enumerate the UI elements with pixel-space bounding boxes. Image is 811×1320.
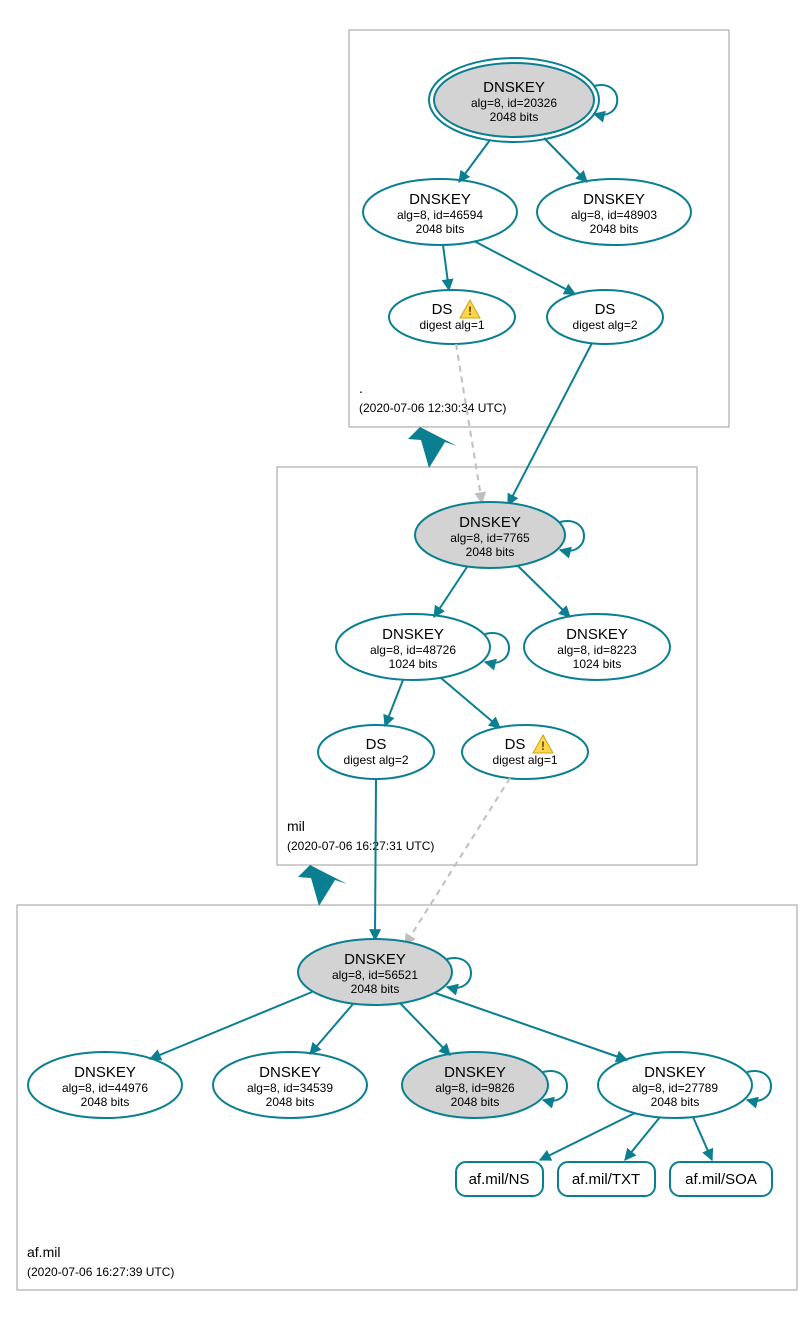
- node-af-ksk: DNSKEY alg=8, id=56521 2048 bits: [298, 939, 452, 1005]
- node-af-k3-title: DNSKEY: [444, 1064, 506, 1081]
- node-root-ksk: DNSKEY alg=8, id=20326 2048 bits: [429, 58, 599, 142]
- node-root-ds2-l1: digest alg=2: [572, 318, 637, 332]
- node-root-zsk2-l1: alg=8, id=48903: [571, 208, 657, 222]
- edge-milds1-afksk: [375, 779, 376, 940]
- delegation-arrow-root-to-mil: [408, 427, 457, 468]
- edge-afksk-afk4: [435, 993, 627, 1060]
- zone-mil-label: mil: [287, 818, 305, 834]
- edge-rootksk-rootzsk1: [459, 140, 490, 182]
- edge-milksk-milzsk1: [434, 567, 467, 617]
- node-root-zsk1-l2: 2048 bits: [416, 222, 465, 236]
- edge-afk4-rrtxt: [625, 1117, 660, 1160]
- node-af-k2-title: DNSKEY: [259, 1064, 321, 1081]
- node-root-zsk2: DNSKEY alg=8, id=48903 2048 bits: [537, 179, 691, 245]
- node-root-ksk-l2: 2048 bits: [490, 110, 539, 124]
- node-af-ksk-title: DNSKEY: [344, 951, 406, 968]
- node-root-zsk2-l2: 2048 bits: [590, 222, 639, 236]
- edge-milds2-afksk-dashed: [405, 778, 510, 945]
- node-mil-ds2-title: DS: [505, 736, 526, 753]
- zone-root-ts: (2020-07-06 12:30:34 UTC): [359, 401, 506, 415]
- zone-afmil-label: af.mil: [27, 1244, 60, 1260]
- node-mil-ds2: DS digest alg=1 !: [462, 725, 588, 779]
- node-root-ksk-l1: alg=8, id=20326: [471, 96, 557, 110]
- node-af-k2: DNSKEY alg=8, id=34539 2048 bits: [213, 1052, 367, 1118]
- zone-root-label: .: [359, 380, 363, 396]
- node-af-k4-title: DNSKEY: [644, 1064, 706, 1081]
- edge-afksk-afk2: [310, 1004, 353, 1054]
- node-root-ds2: DS digest alg=2: [547, 290, 663, 344]
- node-root-ds2-title: DS: [595, 301, 616, 318]
- edge-afksk-afk1: [150, 992, 312, 1059]
- node-mil-zsk1-title: DNSKEY: [382, 626, 444, 643]
- node-mil-ds2-l1: digest alg=1: [492, 753, 557, 767]
- node-mil-zsk2-l1: alg=8, id=8223: [557, 643, 637, 657]
- node-mil-ds1: DS digest alg=2: [318, 725, 434, 779]
- node-af-k2-l1: alg=8, id=34539: [247, 1081, 333, 1095]
- node-mil-ksk-title: DNSKEY: [459, 514, 521, 531]
- node-root-zsk2-title: DNSKEY: [583, 191, 645, 208]
- rr-txt-label: af.mil/TXT: [572, 1171, 640, 1188]
- node-mil-ksk-l2: 2048 bits: [466, 545, 515, 559]
- node-af-k4-l1: alg=8, id=27789: [632, 1081, 718, 1095]
- node-af-k2-l2: 2048 bits: [266, 1095, 315, 1109]
- node-rr-txt: af.mil/TXT: [558, 1162, 655, 1196]
- node-mil-zsk2-l2: 1024 bits: [573, 657, 622, 671]
- node-root-ds1-l1: digest alg=1: [419, 318, 484, 332]
- node-mil-zsk1: DNSKEY alg=8, id=48726 1024 bits: [336, 614, 490, 680]
- node-mil-ds1-l1: digest alg=2: [343, 753, 408, 767]
- zone-mil-ts: (2020-07-06 16:27:31 UTC): [287, 839, 434, 853]
- node-af-k3-l2: 2048 bits: [451, 1095, 500, 1109]
- node-af-k1-l1: alg=8, id=44976: [62, 1081, 148, 1095]
- edge-rootds2-milksk: [508, 343, 592, 505]
- edge-rootds1-milksk-dashed: [456, 344, 482, 503]
- node-af-k3-l1: alg=8, id=9826: [435, 1081, 515, 1095]
- node-rr-soa: af.mil/SOA: [670, 1162, 772, 1196]
- node-mil-zsk2-title: DNSKEY: [566, 626, 628, 643]
- node-root-ds1: DS digest alg=1 !: [389, 290, 515, 344]
- node-root-ds1-title: DS: [432, 301, 453, 318]
- node-af-ksk-l1: alg=8, id=56521: [332, 968, 418, 982]
- rr-ns-label: af.mil/NS: [469, 1171, 530, 1188]
- node-rr-ns: af.mil/NS: [456, 1162, 543, 1196]
- node-af-k1-l2: 2048 bits: [81, 1095, 130, 1109]
- edge-afksk-afk3: [400, 1003, 450, 1055]
- node-af-k1-title: DNSKEY: [74, 1064, 136, 1081]
- edge-afk4-rrns: [540, 1113, 635, 1160]
- edge-rootzsk1-rootds1: [443, 245, 449, 290]
- node-root-zsk1-l1: alg=8, id=46594: [397, 208, 483, 222]
- node-mil-ds1-title: DS: [366, 736, 387, 753]
- node-af-k4-l2: 2048 bits: [651, 1095, 700, 1109]
- node-af-k4: DNSKEY alg=8, id=27789 2048 bits: [598, 1052, 752, 1118]
- rr-soa-label: af.mil/SOA: [685, 1171, 757, 1188]
- edge-rootzsk1-rootds2: [474, 241, 575, 294]
- edge-milksk-milzsk2: [518, 566, 570, 617]
- node-mil-zsk1-l1: alg=8, id=48726: [370, 643, 456, 657]
- node-mil-ksk-l1: alg=8, id=7765: [450, 531, 530, 545]
- node-af-k1: DNSKEY alg=8, id=44976 2048 bits: [28, 1052, 182, 1118]
- edge-milzsk1-milds2: [441, 678, 500, 728]
- svg-text:!: !: [468, 304, 472, 318]
- svg-text:!: !: [541, 739, 545, 753]
- edge-milzsk1-milds1: [385, 680, 403, 726]
- delegation-arrow-mil-to-afmil: [298, 865, 347, 906]
- node-mil-ksk: DNSKEY alg=8, id=7765 2048 bits: [415, 502, 565, 568]
- edge-rootksk-rootzsk2: [544, 138, 587, 182]
- node-af-ksk-l2: 2048 bits: [351, 982, 400, 996]
- node-mil-zsk1-l2: 1024 bits: [389, 657, 438, 671]
- node-af-k3: DNSKEY alg=8, id=9826 2048 bits: [402, 1052, 548, 1118]
- zone-afmil-ts: (2020-07-06 16:27:39 UTC): [27, 1265, 174, 1279]
- node-mil-zsk2: DNSKEY alg=8, id=8223 1024 bits: [524, 614, 670, 680]
- edge-afk4-rrsoa: [693, 1117, 712, 1160]
- node-root-ksk-title: DNSKEY: [483, 79, 545, 96]
- node-root-zsk1: DNSKEY alg=8, id=46594 2048 bits: [363, 179, 517, 245]
- node-root-zsk1-title: DNSKEY: [409, 191, 471, 208]
